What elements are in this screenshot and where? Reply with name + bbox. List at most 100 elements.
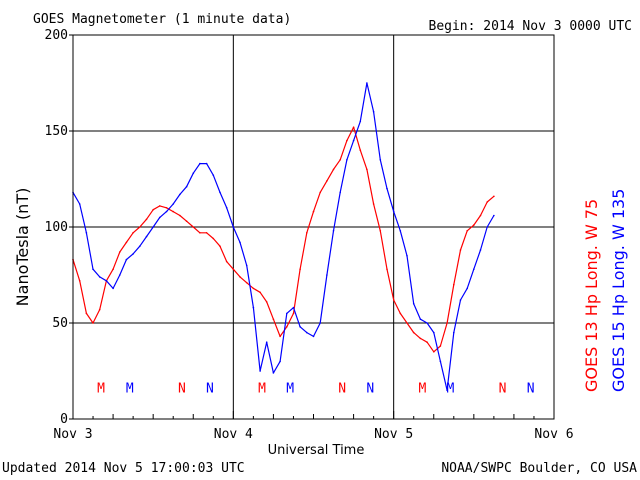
data-point	[412, 303, 415, 305]
data-point	[426, 341, 428, 344]
data-point	[473, 224, 475, 226]
data-point	[439, 345, 442, 347]
data-point	[406, 255, 408, 257]
data-point	[252, 306, 255, 309]
data-point	[346, 139, 348, 142]
data-point	[466, 287, 469, 290]
data-point	[185, 185, 188, 188]
data-point	[379, 159, 382, 161]
data-point	[265, 301, 268, 303]
series-line-1	[72, 82, 495, 391]
data-point	[399, 230, 402, 232]
data-point	[272, 318, 275, 321]
x-tick-label: Nov 5	[374, 427, 413, 442]
data-point	[292, 312, 295, 315]
x-axis-ticks: Nov 3 Nov 4 Nov 5 Nov 6	[53, 411, 574, 442]
data-point	[453, 283, 455, 286]
data-point	[312, 210, 315, 213]
marker-label: M	[126, 381, 134, 396]
data-point	[332, 168, 335, 171]
data-point	[245, 281, 248, 284]
data-point	[359, 149, 362, 151]
data-point	[486, 201, 489, 203]
data-point	[252, 287, 255, 290]
data-point	[125, 241, 128, 244]
data-point	[286, 326, 288, 328]
data-point	[85, 232, 88, 234]
data-point	[245, 264, 248, 267]
data-point	[459, 249, 462, 251]
y-tick-label: 50	[52, 316, 68, 331]
data-point	[192, 226, 195, 228]
plot-frame	[72, 34, 555, 420]
data-point	[272, 372, 275, 374]
data-point	[433, 351, 435, 353]
data-point	[119, 274, 121, 276]
data-point	[152, 226, 154, 228]
data-point	[119, 251, 121, 253]
data-point	[165, 207, 168, 209]
data-point	[145, 235, 148, 238]
data-point	[172, 210, 174, 213]
data-point	[312, 335, 315, 338]
data-point	[479, 214, 482, 217]
data-point	[366, 82, 368, 84]
data-point	[219, 191, 221, 194]
data-point	[392, 210, 395, 213]
data-point	[412, 331, 415, 334]
y-tick-label: 100	[45, 220, 68, 235]
data-point	[286, 312, 288, 315]
data-point	[332, 230, 335, 232]
marker-label: N	[499, 381, 507, 396]
data-point	[386, 187, 388, 190]
data-point	[439, 360, 442, 363]
data-point	[339, 159, 342, 161]
data-point	[132, 253, 134, 255]
data-point	[85, 312, 88, 315]
data-point	[346, 159, 348, 161]
data-point	[225, 207, 228, 209]
data-point	[265, 341, 268, 344]
data-point	[306, 232, 308, 234]
marker-label: M	[447, 381, 455, 396]
data-point	[473, 268, 475, 271]
data-point	[78, 280, 81, 282]
series-line-0	[72, 126, 495, 353]
data-point	[326, 274, 328, 276]
marker-label: N	[366, 381, 374, 396]
data-point	[299, 326, 301, 328]
data-point	[352, 139, 355, 142]
marker-label: N	[206, 381, 214, 396]
updated-timestamp: Updated 2014 Nov 5 17:00:03 UTC	[2, 461, 245, 476]
data-point	[493, 214, 495, 217]
data-point	[453, 331, 455, 334]
data-point	[232, 268, 235, 271]
y-tick-label: 200	[45, 28, 68, 43]
data-point	[179, 214, 181, 217]
data-point	[225, 260, 228, 263]
data-point	[326, 180, 328, 182]
marker-label: N	[527, 381, 535, 396]
source-credit: NOAA/SWPC Boulder, CO USA	[441, 461, 637, 476]
data-point	[446, 389, 448, 392]
data-point	[339, 191, 342, 194]
series-layer	[72, 82, 495, 392]
data-point	[139, 245, 141, 247]
legend-goes13: GOES 13 Hp Long. W 75	[582, 199, 601, 392]
data-point	[259, 370, 261, 372]
data-point	[212, 174, 215, 176]
data-point	[259, 291, 261, 294]
begin-time: Begin: 2014 Nov 3 0000 UTC	[429, 19, 633, 34]
marker-label: N	[178, 381, 186, 396]
data-point	[199, 232, 201, 234]
data-point	[279, 360, 281, 363]
data-point	[239, 241, 241, 244]
data-point	[433, 331, 435, 334]
data-point	[78, 203, 81, 205]
data-point	[426, 322, 428, 324]
data-point	[159, 205, 161, 207]
data-point	[185, 220, 188, 222]
marker-label: M	[97, 381, 105, 396]
